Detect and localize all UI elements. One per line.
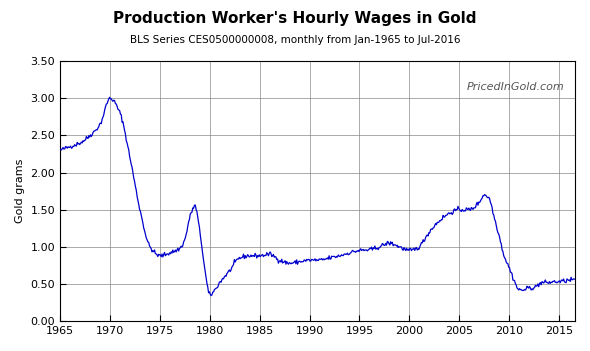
Text: BLS Series CES0500000008, monthly from Jan-1965 to Jul-2016: BLS Series CES0500000008, monthly from J… bbox=[130, 35, 460, 45]
Text: PricedInGold.com: PricedInGold.com bbox=[467, 82, 565, 92]
Y-axis label: Gold grams: Gold grams bbox=[15, 159, 25, 223]
Text: Production Worker's Hourly Wages in Gold: Production Worker's Hourly Wages in Gold bbox=[113, 11, 477, 26]
